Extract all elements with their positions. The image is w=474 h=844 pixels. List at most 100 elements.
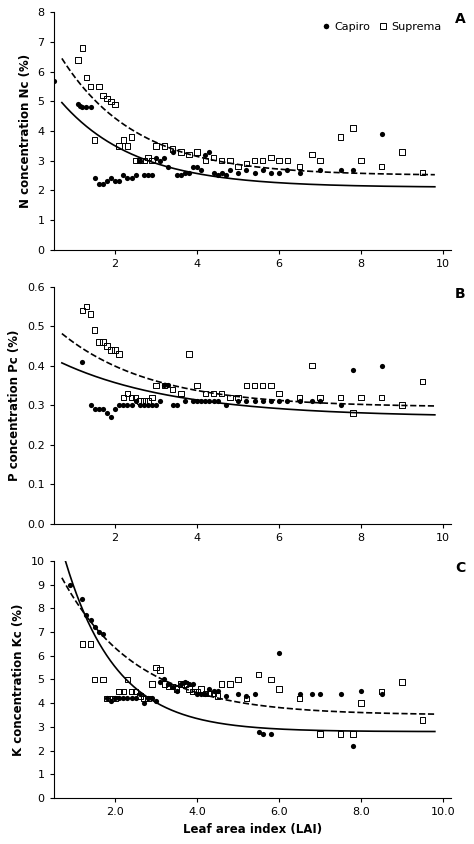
Point xyxy=(124,171,131,185)
Point xyxy=(255,668,263,681)
Point xyxy=(173,398,181,412)
Point xyxy=(181,678,189,691)
Point xyxy=(206,145,213,159)
Point xyxy=(140,394,147,408)
Point xyxy=(193,379,201,392)
Point xyxy=(124,139,131,153)
Point xyxy=(148,692,156,706)
Point xyxy=(148,169,156,182)
Point xyxy=(308,394,316,408)
Y-axis label: K concentration Kc (%): K concentration Kc (%) xyxy=(12,603,25,755)
Point xyxy=(275,154,283,167)
Point xyxy=(193,145,201,159)
Point xyxy=(267,394,275,408)
Point xyxy=(349,728,356,741)
Point xyxy=(144,169,152,182)
Point xyxy=(357,684,365,698)
Point xyxy=(222,169,229,182)
Point xyxy=(189,394,197,408)
Point xyxy=(357,154,365,167)
Point xyxy=(128,391,136,404)
Point xyxy=(198,687,205,701)
Point xyxy=(243,163,250,176)
Point xyxy=(116,692,123,706)
Point xyxy=(283,394,291,408)
Point xyxy=(91,673,99,686)
Point xyxy=(296,165,303,179)
Point xyxy=(161,379,168,392)
Point xyxy=(111,98,119,111)
Point xyxy=(296,692,303,706)
Point xyxy=(308,359,316,372)
Point xyxy=(185,678,193,691)
Point xyxy=(144,692,152,706)
Point xyxy=(82,71,90,84)
Point xyxy=(144,394,152,408)
Point xyxy=(128,171,136,185)
Point xyxy=(234,673,242,686)
Point xyxy=(136,398,144,412)
Point xyxy=(82,100,90,114)
Point xyxy=(140,154,147,167)
Point xyxy=(357,391,365,404)
Point xyxy=(214,169,221,182)
Point xyxy=(128,130,136,143)
Point xyxy=(161,139,168,153)
Point xyxy=(222,690,229,703)
Point xyxy=(193,394,201,408)
Point xyxy=(87,398,94,412)
Point xyxy=(308,148,316,161)
Point xyxy=(210,687,217,701)
Point xyxy=(283,154,291,167)
Point xyxy=(164,379,172,392)
Point xyxy=(255,725,263,738)
Point xyxy=(156,154,164,167)
Point xyxy=(378,684,385,698)
Point xyxy=(161,678,168,691)
Point xyxy=(95,335,102,349)
Point xyxy=(79,355,86,369)
Point xyxy=(378,127,385,141)
Point xyxy=(185,165,193,179)
Point xyxy=(234,394,242,408)
Point xyxy=(419,713,426,727)
Point xyxy=(316,163,324,176)
Point xyxy=(91,403,99,416)
Point xyxy=(111,692,119,706)
Point xyxy=(181,675,189,689)
Point xyxy=(91,133,99,147)
Point xyxy=(259,379,266,392)
Point xyxy=(152,379,160,392)
Point xyxy=(201,687,209,701)
Point xyxy=(283,163,291,176)
Point xyxy=(177,678,184,691)
Point xyxy=(82,609,90,622)
Point xyxy=(275,387,283,400)
Point xyxy=(99,628,107,641)
Point xyxy=(79,100,86,114)
Point xyxy=(267,673,275,686)
Point xyxy=(119,391,127,404)
Point xyxy=(169,382,176,396)
Point xyxy=(148,678,156,691)
Point xyxy=(296,394,303,408)
Point xyxy=(124,387,131,400)
Y-axis label: N concentration Nc (%): N concentration Nc (%) xyxy=(19,54,32,208)
Point xyxy=(169,398,176,412)
Point xyxy=(50,73,57,87)
Point xyxy=(119,398,127,412)
Point xyxy=(156,394,164,408)
Point xyxy=(378,391,385,404)
Point xyxy=(189,678,197,691)
Point xyxy=(148,154,156,167)
Point xyxy=(210,684,217,698)
Point xyxy=(128,398,136,412)
Point xyxy=(161,379,168,392)
Point xyxy=(169,679,176,693)
Point xyxy=(91,171,99,185)
Point xyxy=(136,154,144,167)
Point xyxy=(95,625,102,639)
Point xyxy=(177,678,184,691)
Point xyxy=(251,165,258,179)
Point xyxy=(76,99,84,112)
